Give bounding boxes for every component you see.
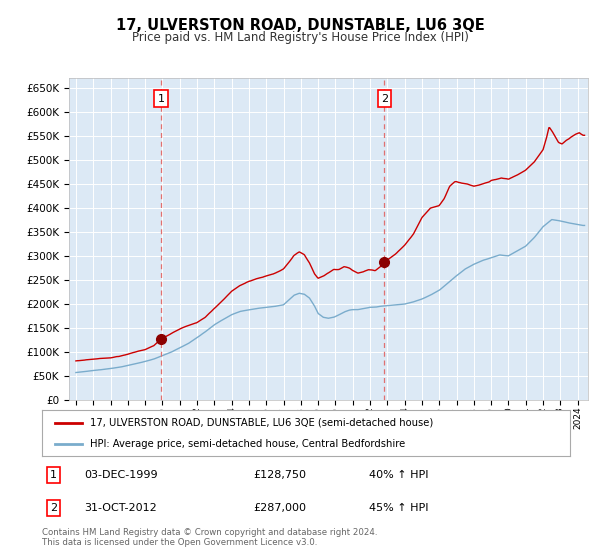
Text: 1: 1 bbox=[158, 94, 164, 104]
Text: 2: 2 bbox=[381, 94, 388, 104]
Text: 17, ULVERSTON ROAD, DUNSTABLE, LU6 3QE: 17, ULVERSTON ROAD, DUNSTABLE, LU6 3QE bbox=[116, 18, 484, 33]
Text: 2: 2 bbox=[50, 503, 57, 513]
Text: 1: 1 bbox=[50, 470, 57, 480]
Text: 17, ULVERSTON ROAD, DUNSTABLE, LU6 3QE (semi-detached house): 17, ULVERSTON ROAD, DUNSTABLE, LU6 3QE (… bbox=[89, 418, 433, 428]
Text: 45% ↑ HPI: 45% ↑ HPI bbox=[370, 503, 429, 513]
Text: 40% ↑ HPI: 40% ↑ HPI bbox=[370, 470, 429, 480]
Text: Contains HM Land Registry data © Crown copyright and database right 2024.
This d: Contains HM Land Registry data © Crown c… bbox=[42, 528, 377, 547]
Text: 03-DEC-1999: 03-DEC-1999 bbox=[84, 470, 158, 480]
Text: 31-OCT-2012: 31-OCT-2012 bbox=[84, 503, 157, 513]
Text: £287,000: £287,000 bbox=[253, 503, 306, 513]
Text: £128,750: £128,750 bbox=[253, 470, 306, 480]
Text: Price paid vs. HM Land Registry's House Price Index (HPI): Price paid vs. HM Land Registry's House … bbox=[131, 31, 469, 44]
Text: HPI: Average price, semi-detached house, Central Bedfordshire: HPI: Average price, semi-detached house,… bbox=[89, 439, 405, 449]
